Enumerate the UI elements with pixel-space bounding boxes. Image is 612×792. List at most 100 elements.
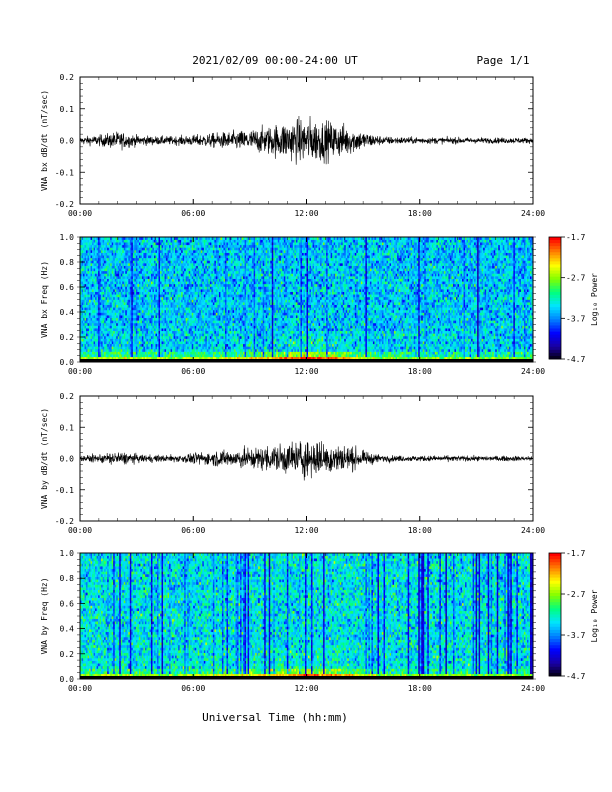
heatmap-cell (107, 265, 109, 269)
heatmap-cell (146, 328, 149, 332)
heatmap-cell (125, 348, 128, 352)
heatmap-cell (163, 322, 165, 326)
heatmap-cell (161, 268, 164, 272)
heatmap-cell (140, 239, 143, 243)
heatmap-cell (138, 250, 141, 253)
heatmap-cell (138, 244, 141, 248)
heatmap-cell (107, 309, 109, 313)
heatmap-cell (132, 268, 135, 272)
heatmap-cell (140, 354, 143, 358)
heatmap-cell (176, 244, 179, 248)
heatmap-cell (129, 273, 132, 277)
heatmap-cell (146, 265, 149, 269)
heatmap-cell (132, 237, 135, 240)
heatmap-cell (111, 296, 114, 300)
heatmap-cell (96, 247, 99, 251)
heatmap-cell (164, 294, 167, 298)
heatmap-cell (105, 309, 108, 313)
heatmap-cell (181, 244, 183, 248)
heatmap-cell (150, 307, 153, 311)
heatmap-cell (175, 312, 177, 316)
heatmap-cell (111, 260, 114, 264)
heatmap-cell (185, 302, 188, 305)
heatmap-cell (111, 312, 114, 316)
heatmap-cell (166, 242, 168, 246)
heatmap-cell (104, 356, 106, 360)
heatmap-cell (122, 250, 125, 253)
heatmap-cell (116, 260, 119, 264)
heatmap-cell (122, 252, 125, 256)
heatmap-cell (161, 278, 164, 282)
heatmap-cell (153, 239, 156, 243)
heatmap-cell (131, 315, 134, 319)
heatmap-cell (105, 257, 108, 261)
heatmap-cell (164, 343, 167, 347)
heatmap-cell (163, 276, 165, 279)
heatmap-cell (96, 299, 99, 303)
heatmap-cell (166, 281, 168, 285)
heatmap-cell (134, 268, 137, 272)
heatmap-cell (179, 338, 182, 342)
heatmap-cell (157, 273, 159, 277)
heatmap-cell (120, 309, 123, 313)
heatmap-cell (188, 265, 191, 269)
heatmap-cell (157, 250, 159, 253)
heatmap-cell (101, 273, 103, 277)
heatmap-cell (95, 356, 97, 360)
heatmap-cell (150, 315, 153, 319)
heatmap-cell (134, 244, 137, 248)
heatmap-cell (87, 260, 90, 264)
heatmap-cell (138, 291, 141, 295)
heatmap-cell (99, 237, 102, 240)
heatmap-cell (84, 354, 87, 358)
heatmap-cell (167, 304, 170, 308)
heatmap-cell (175, 354, 177, 358)
heatmap-cell (149, 343, 152, 347)
heatmap-cell (87, 330, 90, 334)
heatmap-cell (111, 328, 114, 332)
heatmap-cell (108, 335, 111, 339)
heatmap-cell (163, 343, 165, 347)
heatmap-cell (99, 348, 102, 352)
heatmap-cell (96, 335, 99, 339)
heatmap-cell (81, 263, 84, 266)
heatmap-cell (99, 296, 102, 300)
heatmap-cell (137, 317, 140, 321)
heatmap-cell (128, 237, 131, 240)
heatmap-cell (175, 255, 177, 259)
heatmap-cell (113, 299, 116, 303)
heatmap-cell (179, 346, 182, 350)
heatmap-cell (84, 356, 87, 360)
heatmap-cell (158, 260, 161, 264)
heatmap-cell (181, 250, 183, 253)
heatmap-cell (185, 242, 188, 246)
heatmap-cell (161, 317, 164, 321)
heatmap-cell (147, 299, 150, 303)
heatmap-cell (80, 242, 82, 246)
heatmap-cell (84, 322, 87, 326)
heatmap-cell (160, 317, 162, 321)
heatmap-cell (116, 278, 119, 282)
heatmap-cell (173, 250, 176, 253)
heatmap-cell (167, 317, 170, 321)
heatmap-cell (122, 320, 125, 324)
heatmap-cell (90, 343, 93, 347)
heatmap-cell (107, 250, 109, 253)
heatmap-cell (166, 257, 168, 261)
heatmap-cell (187, 252, 190, 256)
heatmap-cell (93, 302, 96, 305)
y-tick-label: -0.2 (55, 200, 74, 209)
heatmap-cell (172, 302, 174, 305)
heatmap-cell (137, 263, 140, 266)
heatmap-cell (178, 291, 180, 295)
heatmap-cell (137, 356, 140, 360)
heatmap-cell (170, 330, 173, 334)
heatmap-cell (146, 286, 149, 290)
heatmap-cell (173, 338, 176, 342)
heatmap-cell (92, 286, 94, 290)
heatmap-cell (111, 294, 114, 298)
heatmap-cell (138, 281, 141, 285)
heatmap-cell (114, 289, 117, 292)
heatmap-cell (175, 250, 177, 253)
heatmap-cell (89, 289, 91, 292)
